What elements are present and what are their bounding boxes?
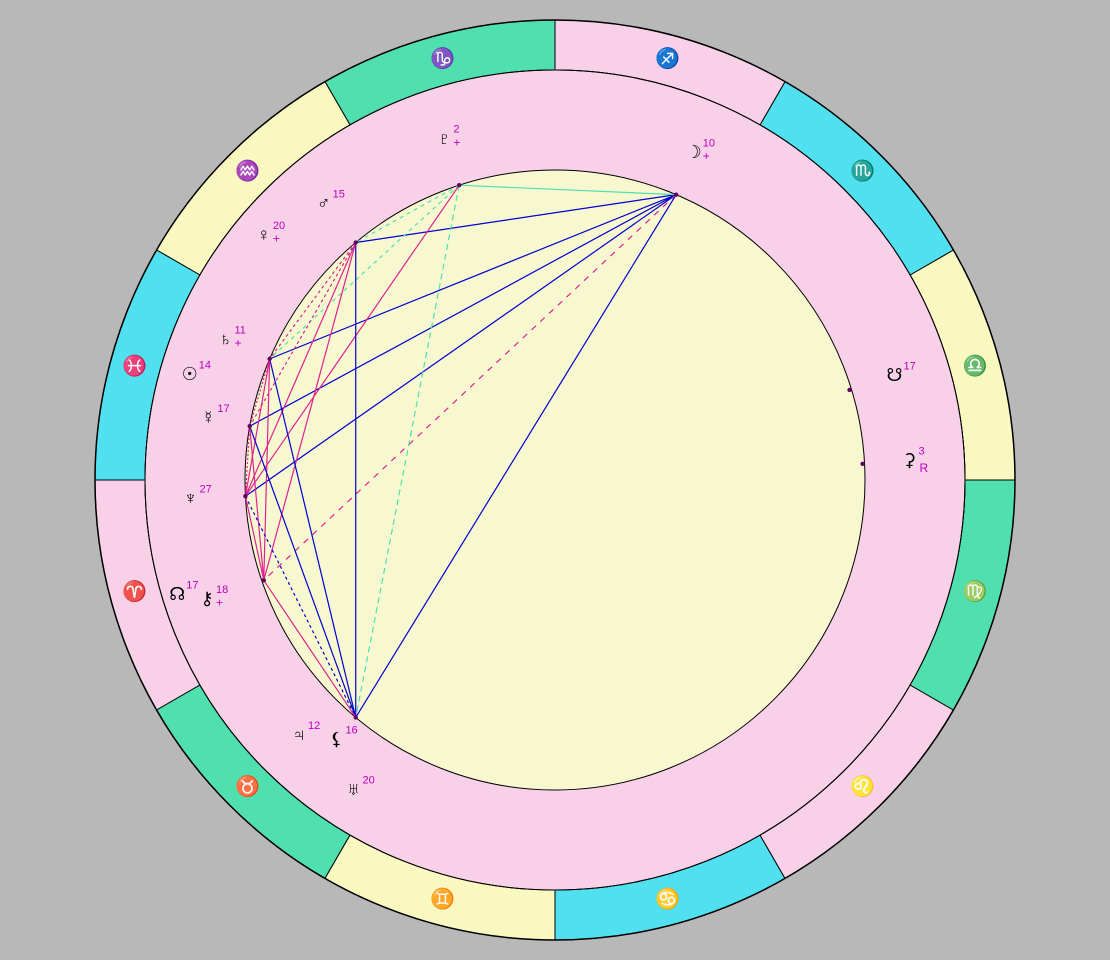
planet-glyph-saturn: ♄	[219, 329, 233, 349]
planet-plus-moon: +	[703, 149, 710, 163]
planet-retro-ceres: R	[920, 461, 929, 475]
planet-degree-uranus: 20	[362, 775, 374, 787]
planet-degree-neptune: 27	[200, 483, 212, 495]
planet-node-pluto	[457, 183, 461, 187]
planet-degree-moon: 10	[703, 137, 715, 149]
sign-glyph-scorpio: ♏	[850, 159, 875, 183]
planet-node-mercury	[248, 424, 252, 428]
planet-glyph-venus: ♀	[257, 224, 271, 244]
planet-glyph-moon: ☽	[686, 142, 702, 162]
planet-glyph-jupiter: ♃	[292, 725, 306, 745]
sign-glyph-gemini: ♊	[430, 886, 455, 910]
planet-node-south-node	[847, 388, 851, 392]
planet-plus-venus: +	[273, 232, 280, 246]
planet-glyph-uranus: ♅	[347, 779, 361, 799]
planet-degree-chiron: 18	[216, 584, 228, 596]
planet-node-moon	[674, 192, 678, 196]
planet-degree-north-node: 17	[186, 580, 198, 592]
planet-glyph-chiron: ⚷	[200, 589, 213, 609]
planet-glyph-north-node: ☊	[169, 584, 185, 604]
planet-glyph-sun: ☉	[182, 364, 198, 384]
planet-node-neptune	[243, 494, 247, 498]
planet-node-chiron	[262, 578, 266, 582]
inner-disc	[245, 170, 865, 790]
planet-glyph-ceres: ⚳	[903, 450, 916, 470]
planet-degree-ceres: 3	[919, 446, 925, 458]
planet-glyph-lilith: ⚸	[330, 729, 343, 749]
planet-plus-pluto: +	[453, 135, 460, 149]
planet-degree-pluto: 2	[453, 124, 459, 136]
planet-degree-mars: 15	[333, 188, 345, 200]
sign-glyph-leo: ♌	[850, 774, 875, 798]
sign-glyph-taurus: ♉	[235, 774, 260, 798]
planet-degree-lilith: 16	[345, 725, 357, 737]
planet-glyph-mars: ♂	[317, 193, 331, 213]
astrology-chart: ♈♉♊♋♌♍♎♏♐♑♒♓☉14♄11+☿17♆27♀20+♂15♇2+☽10+☊…	[0, 0, 1110, 960]
sign-glyph-pisces: ♓	[122, 354, 147, 378]
planet-degree-mercury: 17	[217, 403, 229, 415]
sign-glyph-virgo: ♍	[963, 579, 988, 603]
sign-glyph-cancer: ♋	[655, 886, 680, 910]
sign-glyph-sagittarius: ♐	[655, 46, 680, 70]
planet-degree-saturn: 11	[234, 324, 245, 336]
planet-degree-jupiter: 12	[308, 720, 320, 732]
planet-glyph-neptune: ♆	[184, 488, 198, 508]
planet-degree-sun: 14	[199, 359, 211, 371]
planet-glyph-pluto: ♇	[438, 128, 452, 148]
planet-degree-south-node: 17	[903, 360, 915, 372]
planet-node-mars	[354, 240, 358, 244]
planet-node-ceres	[860, 462, 864, 466]
planet-degree-venus: 20	[273, 220, 285, 232]
sign-glyph-libra: ♎	[963, 354, 988, 378]
planet-node-lilith	[354, 715, 358, 719]
sign-glyph-aries: ♈	[122, 579, 147, 603]
planet-node-saturn	[267, 357, 271, 361]
sign-glyph-capricorn: ♑	[430, 46, 455, 70]
sign-glyph-aquarius: ♒	[235, 159, 260, 183]
planet-glyph-south-node: ☋	[886, 365, 902, 385]
planet-plus-chiron: +	[216, 596, 223, 610]
planet-plus-saturn: +	[234, 336, 241, 350]
planet-glyph-mercury: ☿	[202, 408, 216, 428]
